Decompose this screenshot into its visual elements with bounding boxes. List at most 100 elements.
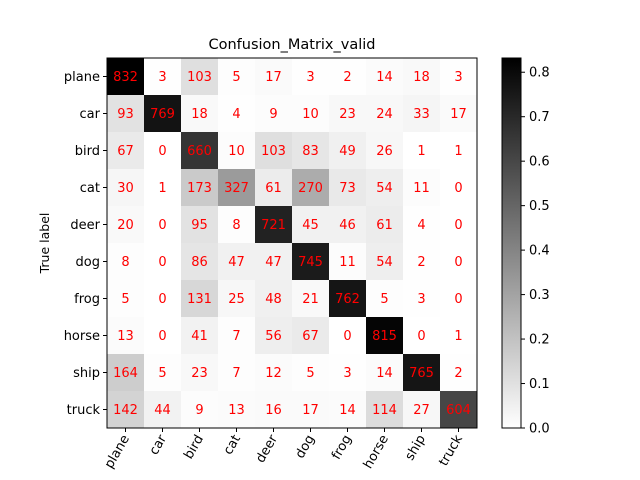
cell-value-label: 0: [454, 255, 462, 270]
cell-value-label: 1: [417, 144, 425, 159]
cell-value-label: 164: [113, 366, 138, 381]
cell-value-label: 5: [306, 366, 314, 381]
cell-value-label: 1: [454, 329, 462, 344]
heatmap-cell: [292, 280, 330, 318]
heatmap-cell: [255, 206, 293, 244]
cell-value-label: 46: [339, 218, 356, 233]
cell-value-label: 0: [417, 329, 425, 344]
heatmap-cell: [366, 243, 404, 281]
heatmap-cell: [440, 317, 478, 355]
cell-value-label: 47: [265, 255, 282, 270]
heatmap-cell: [218, 280, 256, 318]
colorbar: [501, 57, 522, 429]
cell-value-label: 11: [339, 255, 356, 270]
cell-value-label: 18: [191, 107, 208, 122]
cell-value-label: 95: [191, 218, 208, 233]
cell-value-label: 16: [265, 403, 282, 418]
cell-value-label: 0: [343, 329, 351, 344]
heatmap-cell: [181, 354, 219, 392]
cell-value-label: 12: [265, 366, 282, 381]
cell-value-label: 3: [454, 70, 462, 85]
y-tick-label: plane: [64, 70, 100, 85]
cell-value-label: 17: [265, 70, 282, 85]
cell-value-label: 1: [158, 181, 166, 196]
heatmap-cell: [181, 280, 219, 318]
heatmap-cell: [144, 243, 182, 281]
cell-value-label: 0: [158, 144, 166, 159]
x-tick-label: plane: [102, 433, 133, 472]
heatmap-cell: [107, 132, 145, 170]
colorbar-tick-label: 0.4: [529, 244, 550, 259]
cell-value-label: 103: [261, 144, 286, 159]
colorbar-tick-label: 0.7: [529, 110, 550, 125]
heatmap-cell: [440, 391, 478, 429]
cell-value-label: 17: [302, 403, 319, 418]
heatmap-cell: [440, 95, 478, 133]
cell-value-label: 44: [154, 403, 171, 418]
heatmap-cell: [292, 354, 330, 392]
cell-value-label: 14: [376, 70, 393, 85]
cell-value-label: 11: [413, 181, 430, 196]
heatmap-cell: [218, 317, 256, 355]
chart-title: Confusion_Matrix_valid: [208, 37, 375, 53]
cell-value-label: 131: [187, 292, 212, 307]
heatmap-cell: [366, 280, 404, 318]
cell-value-label: 745: [298, 255, 323, 270]
cell-value-label: 14: [376, 366, 393, 381]
heatmap-cell: [218, 169, 256, 207]
heatmap-cell: [107, 280, 145, 318]
cell-value-label: 0: [158, 255, 166, 270]
cell-value-label: 142: [113, 403, 138, 418]
cell-value-label: 49: [339, 144, 356, 159]
cell-value-label: 24: [376, 107, 393, 122]
cell-value-label: 4: [417, 218, 425, 233]
heatmap-cells: [107, 58, 478, 429]
cell-value-label: 0: [454, 181, 462, 196]
heatmap-cell: [144, 317, 182, 355]
colorbar-tick-label: 0.6: [529, 155, 550, 170]
cell-value-label: 3: [158, 70, 166, 85]
cell-value-label: 61: [265, 181, 282, 196]
heatmap-cell: [403, 169, 441, 207]
cell-value-label: 47: [228, 255, 245, 270]
cell-value-label: 2: [454, 366, 462, 381]
heatmap-cell: [292, 58, 330, 96]
cell-value-label: 1: [454, 144, 462, 159]
cell-value-label: 73: [339, 181, 356, 196]
heatmap-cell: [292, 169, 330, 207]
heatmap-cell: [292, 206, 330, 244]
colorbar-tick-label: 0.8: [529, 66, 550, 81]
heatmap-cell: [329, 317, 367, 355]
cell-value-label: 114: [372, 403, 397, 418]
heatmap-cell: [403, 280, 441, 318]
colorbar-tick-label: 0.1: [529, 377, 550, 392]
cell-value-label: 67: [302, 329, 319, 344]
y-tick-label: frog: [74, 292, 100, 307]
cell-value-label: 3: [343, 366, 351, 381]
x-tick-label: cat: [221, 433, 244, 458]
cell-value-label: 2: [343, 70, 351, 85]
heatmap-cell: [329, 95, 367, 133]
heatmap-cell: [440, 206, 478, 244]
cell-value-label: 83: [302, 144, 319, 159]
heatmap-cell: [366, 169, 404, 207]
heatmap-cell: [255, 354, 293, 392]
cell-value-label: 0: [158, 218, 166, 233]
heatmap-cell: [181, 391, 219, 429]
cell-value-label: 765: [409, 366, 434, 381]
heatmap-cell: [255, 391, 293, 429]
y-tick-label: horse: [64, 329, 100, 344]
cell-value-label: 327: [224, 181, 249, 196]
heatmap-cell: [255, 280, 293, 318]
cell-value-label: 54: [376, 255, 393, 270]
x-tick-label: frog: [329, 433, 355, 463]
heatmap-cell: [329, 58, 367, 96]
heatmap-cell: [144, 132, 182, 170]
heatmap-cell: [107, 169, 145, 207]
heatmap-cell: [218, 206, 256, 244]
cell-value-label: 270: [298, 181, 323, 196]
cell-value-label: 33: [413, 107, 430, 122]
cell-value-label: 9: [195, 403, 203, 418]
cell-value-label: 13: [117, 329, 134, 344]
